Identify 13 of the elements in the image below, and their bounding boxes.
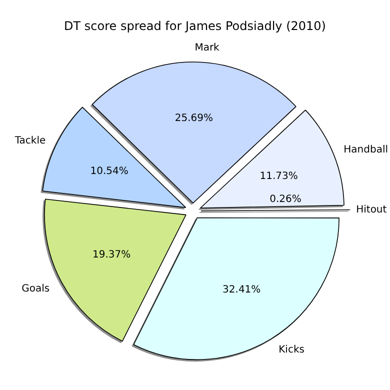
data-label: 11.73% xyxy=(260,170,298,182)
data-label: 32.41% xyxy=(222,284,261,296)
slice-label: Kicks xyxy=(278,344,304,356)
data-label: 19.37% xyxy=(92,250,131,261)
slice-label: Hitout xyxy=(356,204,387,216)
slice-label: Goals xyxy=(22,283,50,294)
data-label: 10.54% xyxy=(90,166,128,177)
slice-label: Handball xyxy=(344,144,388,156)
slice-label: Tackle xyxy=(14,136,46,147)
chart-title: DT score spread for James Podsiadly (2010) xyxy=(63,19,327,33)
data-label: 0.26% xyxy=(270,194,302,205)
slice-label: Mark xyxy=(194,42,220,54)
data-label: 25.69% xyxy=(174,113,214,124)
